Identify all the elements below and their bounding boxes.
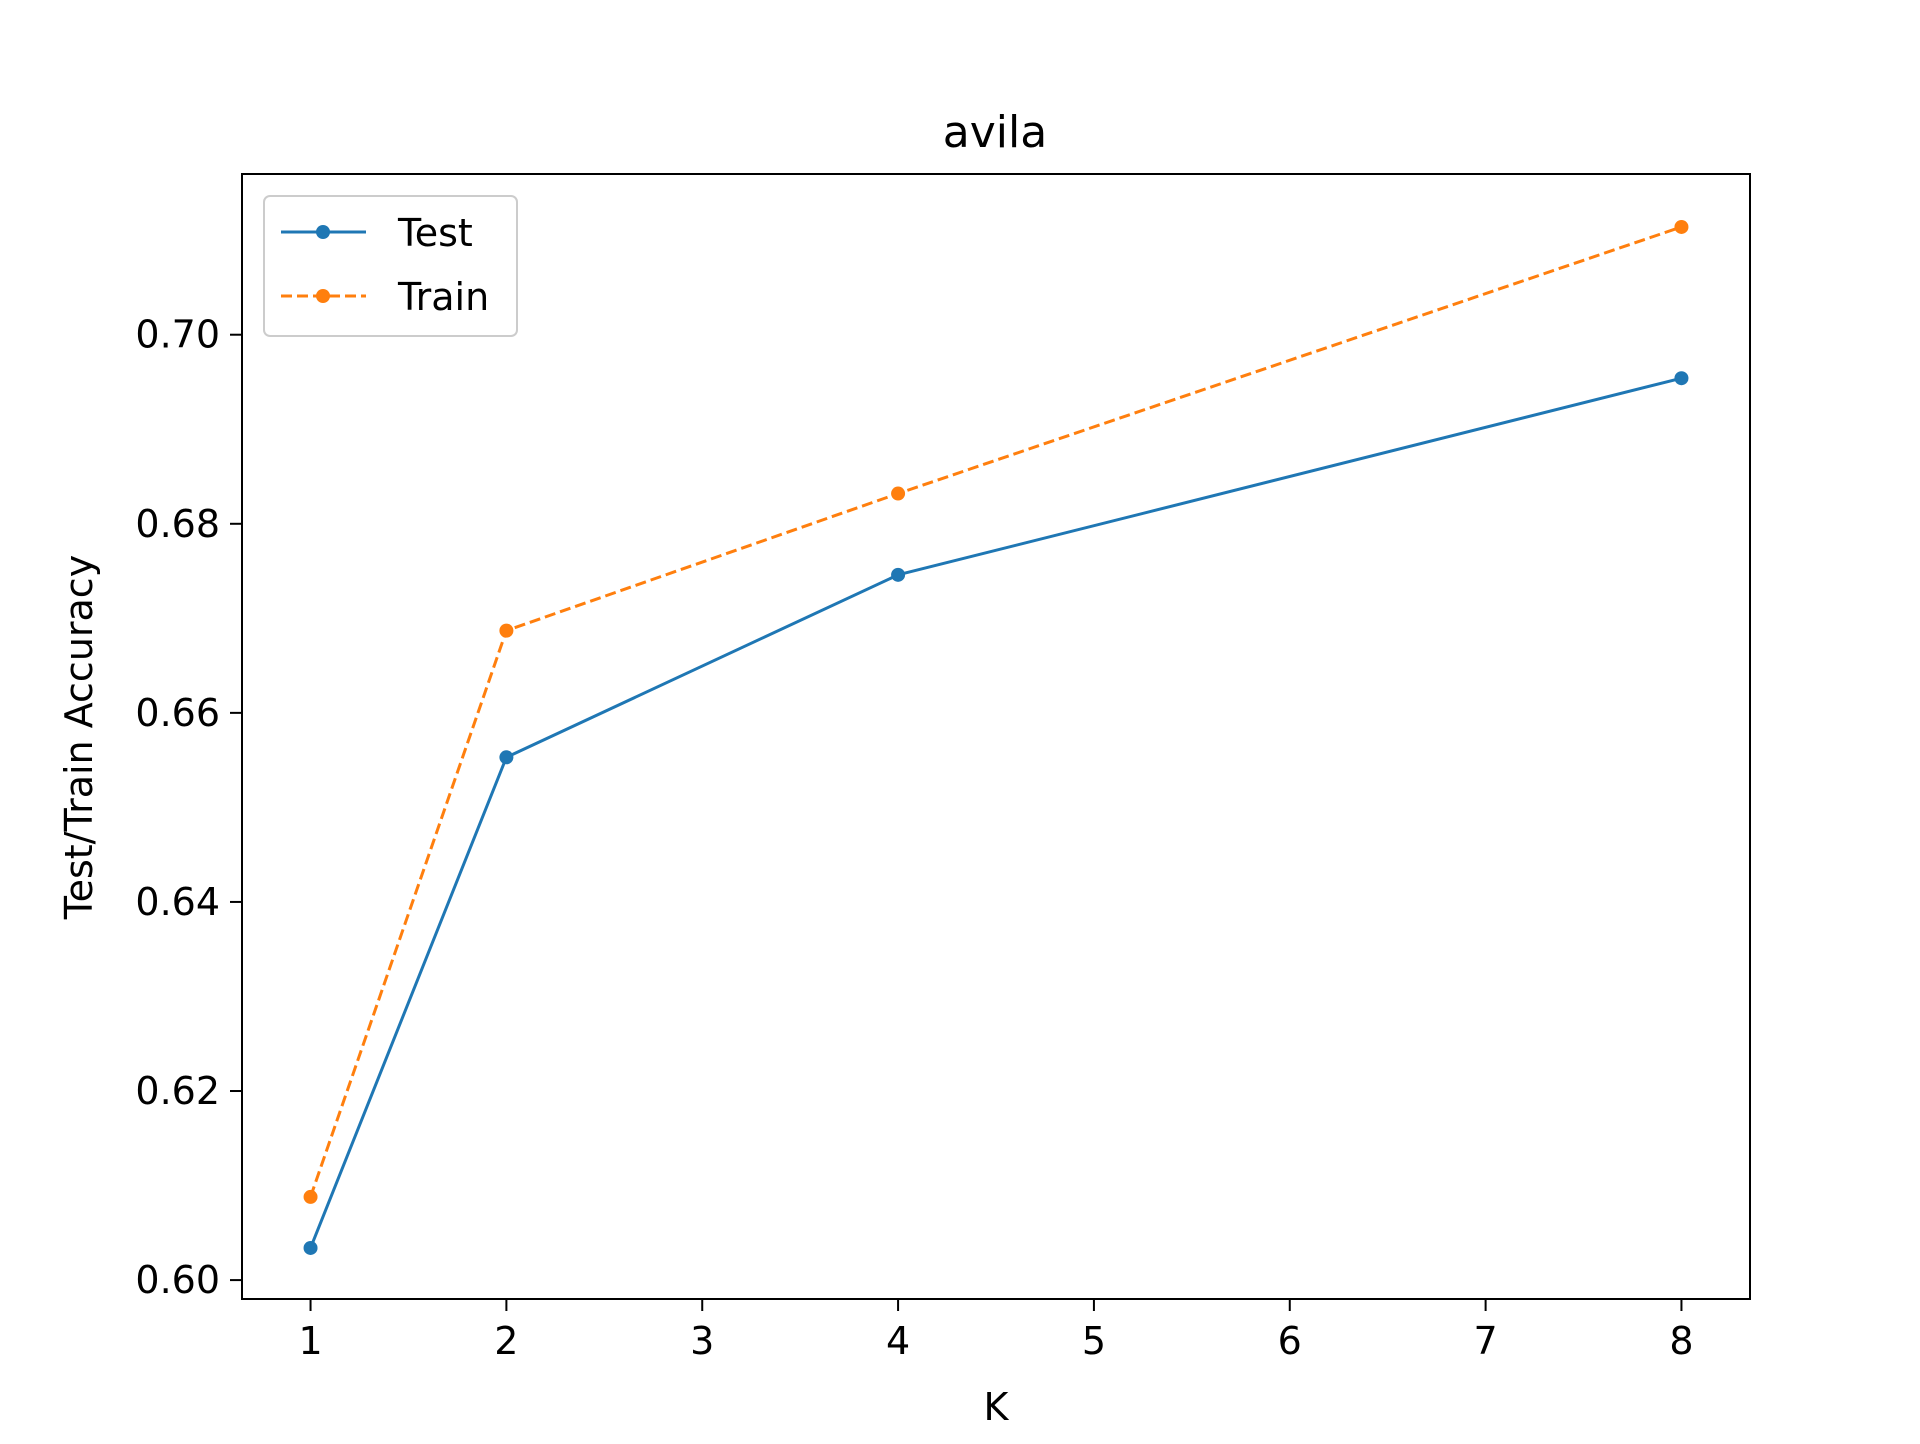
train-data-point — [891, 486, 906, 501]
data-series — [303, 219, 1689, 1255]
test-data-point — [1674, 371, 1689, 386]
axis-ticks: 1 2 3 4 5 6 7 8 0.60 0.62 0.64 0.66 0.68 0.70 — [135, 313, 1693, 1363]
test-data-point — [499, 750, 514, 765]
legend-test-label: Test — [397, 211, 473, 255]
test-data-point — [891, 567, 906, 582]
legend-train-marker — [316, 289, 330, 303]
plot-area-frame — [241, 173, 1751, 1300]
x-tick-label: 1 — [298, 1319, 322, 1363]
chart-title: avila — [943, 107, 1047, 158]
x-tick-label: 2 — [494, 1319, 518, 1363]
test-series-line — [309, 376, 1682, 1249]
x-tick-label: 5 — [1082, 1319, 1106, 1363]
y-tick-label: 0.60 — [135, 1258, 220, 1302]
x-axis-label: K — [984, 1385, 1010, 1429]
y-tick-label: 0.70 — [135, 313, 220, 357]
train-data-point — [499, 623, 514, 638]
x-tick-label: 3 — [690, 1319, 714, 1363]
y-tick-label: 0.62 — [135, 1069, 220, 1113]
legend-test-marker — [316, 225, 330, 239]
x-tick-label: 8 — [1669, 1319, 1693, 1363]
train-data-point — [303, 1189, 318, 1204]
train-data-point — [1674, 219, 1689, 234]
train-series-line — [309, 225, 1682, 1198]
y-tick-label: 0.68 — [135, 502, 220, 546]
x-tick-label: 6 — [1278, 1319, 1302, 1363]
x-tick-label: 7 — [1474, 1319, 1498, 1363]
legend: Test Train — [263, 195, 518, 337]
legend-train-label: Train — [397, 275, 489, 319]
test-data-point — [303, 1240, 318, 1255]
x-tick-label: 4 — [886, 1319, 910, 1363]
y-tick-label: 0.66 — [135, 691, 220, 735]
y-axis-label: Test/Train Accuracy — [57, 555, 101, 920]
y-tick-label: 0.64 — [135, 880, 220, 924]
